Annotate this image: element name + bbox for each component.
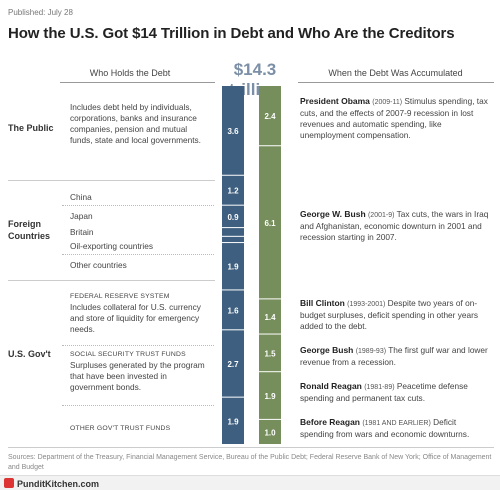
bar-value-label: 1.9 <box>264 392 276 401</box>
period-bar-segment <box>259 299 281 334</box>
period-bar-segment <box>259 372 281 419</box>
divider-header-right <box>298 82 494 83</box>
holder-bar-segment <box>222 86 244 175</box>
period-text: The first gulf war and lower revenue fro… <box>300 345 488 367</box>
period-bar-segment <box>259 419 281 444</box>
site-logo[interactable]: PunditKitchen.com <box>4 478 99 489</box>
site-footer: PunditKitchen.com <box>0 475 500 490</box>
ss-description: Surpluses generated by the program that … <box>70 360 205 392</box>
group-label-foreign: Foreign Countries <box>8 219 51 241</box>
holder-bar-segment <box>222 330 244 397</box>
holder-bar-segment <box>222 205 244 228</box>
leader-oil <box>62 254 214 255</box>
divider-foreign <box>8 280 215 281</box>
period-bar-segment <box>259 334 281 372</box>
group-label-govt: U.S. Gov't <box>8 349 51 359</box>
holder-other-countries: Other countries <box>70 260 127 270</box>
other-trust-heading: OTHER GOV'T TRUST FUNDS <box>70 425 171 432</box>
period-bush: George Bush (1989-93) The first gulf war… <box>300 345 492 368</box>
fed-description: Includes collateral for U.S. currency an… <box>70 302 201 334</box>
period-years: (1989-93) <box>355 348 387 355</box>
bar-value-label: 1.9 <box>227 263 239 272</box>
period-name: George W. Bush <box>300 209 366 219</box>
holder-bar-segment <box>222 175 244 205</box>
period-name: Bill Clinton <box>300 298 345 308</box>
period-reagan: Ronald Reagan (1981-89) Peacetime defens… <box>300 381 492 404</box>
fed-heading: FEDERAL RESERVE SYSTEM <box>70 293 170 300</box>
bar-value-label: 2.7 <box>227 360 239 369</box>
published-date: Published: July 28 <box>8 8 73 17</box>
logo-icon <box>4 478 14 488</box>
bar-value-label: 1.4 <box>264 313 276 322</box>
leader-china <box>62 205 214 206</box>
divider-header <box>60 82 215 83</box>
period-bar-segment <box>259 146 281 299</box>
ss-heading: SOCIAL SECURITY TRUST FUNDS <box>70 351 186 358</box>
holder-britain: Britain <box>70 227 94 237</box>
bar-value-label: 0.9 <box>227 213 239 222</box>
holder-bar-segment <box>222 228 244 236</box>
bar-value-label: 2.4 <box>264 112 276 121</box>
period-text: Despite two years of on-budget surpluses… <box>300 298 479 331</box>
period-years: (2009-11) <box>372 99 403 106</box>
period-years: (1993-2001) <box>347 301 386 308</box>
period-years: (1981 AND EARLIER) <box>362 420 431 427</box>
period-name: Before Reagan <box>300 417 360 427</box>
period-obama: President Obama (2009-11) Stimulus spend… <box>300 96 492 141</box>
period-before-reagan: Before Reagan (1981 AND EARLIER) Deficit… <box>300 417 492 440</box>
period-bar-segment <box>259 86 281 146</box>
period-text: Deficit spending from wars and economic … <box>300 417 470 439</box>
period-years: (2001-9) <box>367 212 395 219</box>
period-clinton: Bill Clinton (1993-2001) Despite two yea… <box>300 298 492 332</box>
leader-ss <box>62 405 214 406</box>
holder-bar-segment <box>222 290 244 330</box>
sources-note: Sources: Department of the Treasury, Fin… <box>8 454 492 471</box>
group-label-public: The Public <box>8 123 54 133</box>
period-name: Ronald Reagan <box>300 381 362 391</box>
bar-value-label: 6.1 <box>264 219 276 228</box>
bar-value-label: 1.2 <box>227 187 239 196</box>
period-name: George Bush <box>300 345 354 355</box>
bar-value-label: 1.9 <box>227 417 239 426</box>
bar-value-label: 3.6 <box>227 127 239 136</box>
holder-bar-segment <box>222 243 244 290</box>
period-text: Stimulus spending, tax cuts, and the eff… <box>300 96 488 140</box>
page-title: How the U.S. Got $14 Trillion in Debt an… <box>8 25 455 42</box>
site-name: PunditKitchen.com <box>17 479 100 489</box>
bar-value-label: 1.5 <box>264 349 276 358</box>
period-name: President Obama <box>300 96 370 106</box>
divider-sources <box>8 447 494 448</box>
header-periods: When the Debt Was Accumulated <box>328 68 463 78</box>
period-text: Tax cuts, the wars in Iraq and Afghanist… <box>300 209 489 242</box>
header-holders: Who Holds the Debt <box>89 68 171 78</box>
period-gwbush: George W. Bush (2001-9) Tax cuts, the wa… <box>300 209 492 243</box>
holder-bar-segment <box>222 236 244 243</box>
holder-oil: Oil-exporting countries <box>70 241 154 251</box>
bar-value-label: 1.0 <box>264 428 276 437</box>
holder-bar-segment <box>222 397 244 444</box>
period-years: (1981-89) <box>364 384 395 391</box>
holder-japan: Japan <box>70 211 93 221</box>
holder-china: China <box>70 192 92 202</box>
public-description: Includes debt held by individuals, corpo… <box>70 102 201 145</box>
bar-value-label: 1.6 <box>227 306 239 315</box>
divider-public <box>8 180 215 181</box>
leader-fed <box>62 345 214 346</box>
period-text: Peacetime defense spending and permanent… <box>300 381 468 403</box>
